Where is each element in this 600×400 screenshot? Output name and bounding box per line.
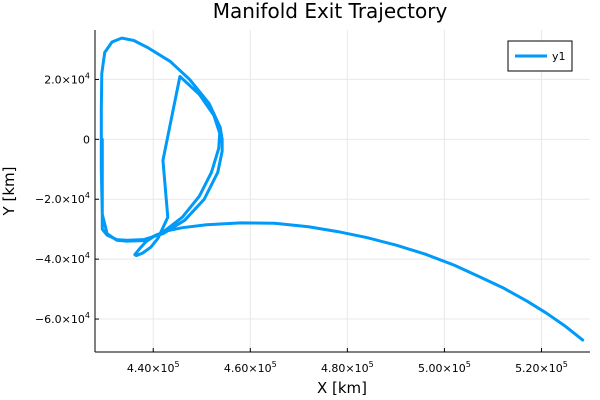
y-tick-label: −2.0×104 [35, 191, 90, 206]
x-tick-label: 4.40×105 [127, 360, 180, 375]
x-axis-label: X [km] [317, 379, 367, 397]
x-tick-label: 4.80×105 [321, 360, 374, 375]
x-tick-label: 4.60×105 [224, 360, 277, 375]
y-tick-label: −4.0×104 [35, 251, 90, 266]
x-tick-label: 5.00×105 [418, 360, 471, 375]
grid-lines [95, 30, 590, 352]
y-tick-label: 2.0×104 [44, 71, 90, 86]
y-tick-label: −6.0×104 [35, 311, 90, 326]
series-layer [99, 36, 585, 342]
axis-ticks [95, 78, 542, 352]
tick-labels: 4.40×105 4.60×105 4.80×105 5.00×105 5.20×105… [35, 71, 568, 375]
series-line-y1 [99, 36, 585, 342]
y-axis-label: Y [km] [0, 167, 18, 217]
legend-label-y1: y1 [552, 50, 566, 63]
x-tick-label: 5.20×105 [515, 360, 568, 375]
chart-title: Manifold Exit Trajectory [213, 0, 448, 23]
y-tick-label: 0 [83, 133, 90, 146]
legend: y1 [507, 40, 573, 72]
